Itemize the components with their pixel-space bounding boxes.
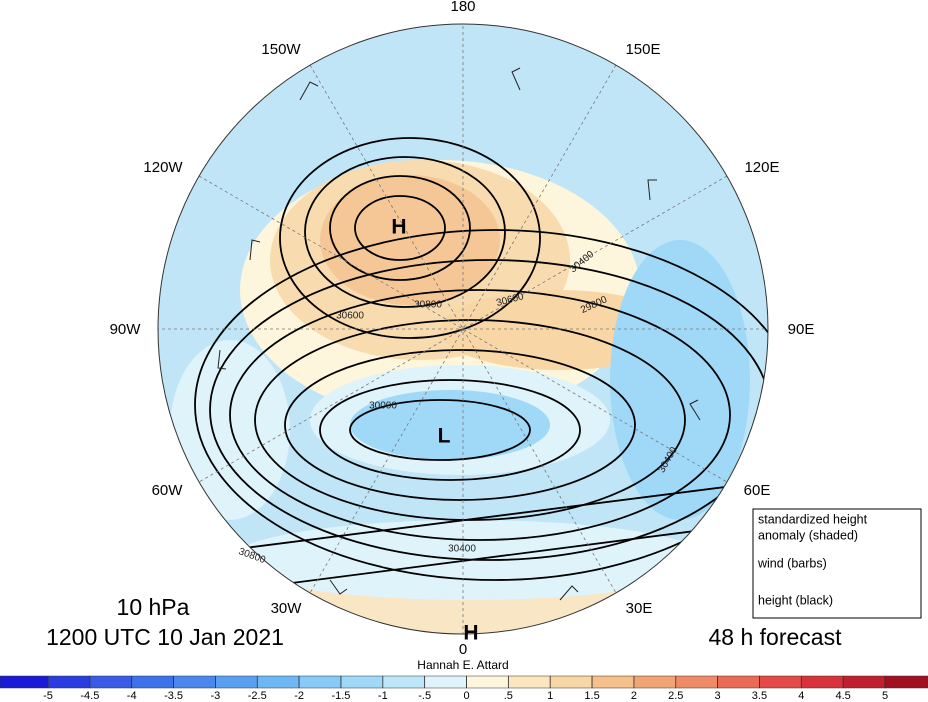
colorbar-tick-label: -2 <box>294 690 304 702</box>
colorbar-bin <box>131 675 174 689</box>
lon-label: 0 <box>459 641 467 658</box>
colorbar-tick-label: 0 <box>463 690 469 702</box>
colorbar-bin <box>675 675 718 689</box>
colorbar-bin <box>424 675 467 689</box>
colorbar-bin <box>215 675 258 689</box>
lon-label: 180 <box>450 0 475 15</box>
colorbar-tick-label: -4.5 <box>80 690 99 702</box>
legend-text: standardized height <box>758 512 868 526</box>
colorbar-tick-label: .5 <box>504 690 513 702</box>
lon-label: 90W <box>110 321 142 338</box>
lon-label: 120W <box>143 159 183 176</box>
colorbar-bin <box>173 675 216 689</box>
colorbar-bin <box>884 675 928 689</box>
colorbar: -5 -4.5 -4 -3.5 -3 -2.5 -2 -1.5 -1 -.5 0 .5 1 1.5 2 2.5… <box>0 675 928 702</box>
high-center: H <box>463 622 478 645</box>
lon-label: 90E <box>788 321 815 338</box>
colorbar-tick-label: 2.5 <box>668 690 683 702</box>
colorbar-bin <box>717 675 760 689</box>
valid-time: 1200 UTC 10 Jan 2021 <box>46 624 284 650</box>
lon-label: 30E <box>626 600 653 617</box>
level-label: 10 hPa <box>117 594 190 620</box>
colorbar-tick-label: 3 <box>715 690 721 702</box>
contour-label: 30800 <box>414 300 442 311</box>
low-center: L <box>438 425 451 448</box>
legend-text: wind (barbs) <box>757 556 827 570</box>
map-disk <box>158 24 768 634</box>
colorbar-tick-label: 1.5 <box>584 690 599 702</box>
colorbar-tick-label: -2.5 <box>248 690 267 702</box>
lon-label: 60W <box>152 482 184 499</box>
colorbar-bin <box>508 675 551 689</box>
colorbar-tick-label: 1 <box>547 690 553 702</box>
colorbar-bin <box>340 675 384 689</box>
colorbar-bin <box>591 675 635 689</box>
colorbar-tick-label: -3.5 <box>164 690 183 702</box>
colorbar-tick-label: -1.5 <box>331 690 350 702</box>
colorbar-tick-label: 3.5 <box>752 690 767 702</box>
colorbar-bin <box>549 675 593 689</box>
colorbar-tick-label: -5 <box>43 690 53 702</box>
colorbar-bin <box>257 675 300 689</box>
lon-label: 150E <box>625 41 660 58</box>
colorbar-bin <box>298 675 342 689</box>
colorbar-tick-label: 4.5 <box>836 690 851 702</box>
legend-box <box>752 508 922 619</box>
high-center: H <box>391 216 406 239</box>
contour-label: 30600 <box>336 311 364 322</box>
colorbar-bin <box>842 675 886 689</box>
colorbar-bin <box>47 675 91 689</box>
contour-label: 30400 <box>448 544 476 555</box>
colorbar-tick-label: 5 <box>882 690 888 702</box>
colorbar-tick-label: 2 <box>631 690 637 702</box>
colorbar-bin <box>0 675 49 689</box>
colorbar-tick-label: -4 <box>127 690 137 702</box>
legend: standardized height anomaly (shaded) win… <box>752 508 922 619</box>
colorbar-bin <box>759 675 802 689</box>
colorbar-bin <box>382 675 425 689</box>
colorbar-tick-label: -3 <box>211 690 221 702</box>
lon-label: 150W <box>261 41 301 58</box>
pressure-centers: H L H <box>391 216 478 645</box>
colorbar-bin <box>633 675 677 689</box>
map-border <box>157 23 769 635</box>
colorbar-tick-label: 4 <box>798 690 804 702</box>
lon-label: 120E <box>744 159 779 176</box>
colorbar-tick-label: -1 <box>378 690 388 702</box>
legend-text: height (black) <box>758 593 833 607</box>
lon-label: 30W <box>271 600 303 617</box>
author: Hannah E. Attard <box>417 658 508 672</box>
contour-label: 30000 <box>369 401 397 412</box>
colorbar-bin <box>801 675 844 689</box>
colorbar-bin <box>466 675 509 689</box>
longitude-labels: 180 150E 120E 90E 60E 30E 0 30W 60W 90W … <box>110 0 815 658</box>
colorbar-bin <box>89 675 132 689</box>
legend-text: anomaly (shaded) <box>758 528 858 542</box>
forecast-label: 48 h forecast <box>709 624 843 650</box>
lon-label: 60E <box>744 482 771 499</box>
colorbar-tick-label: -.5 <box>418 690 431 702</box>
